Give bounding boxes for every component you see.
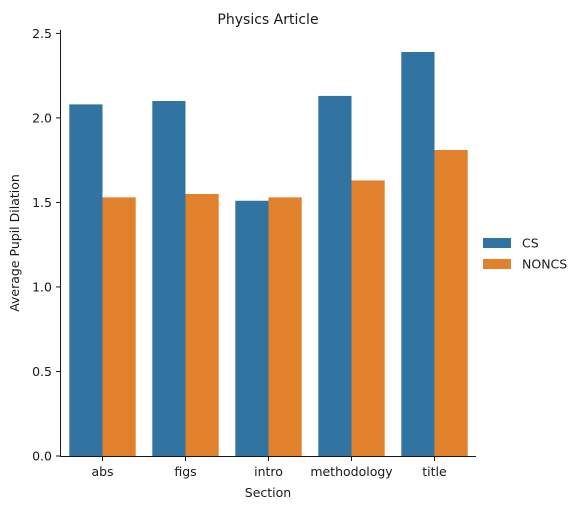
x-tick-label: intro xyxy=(254,464,283,479)
bar-noncs-figs xyxy=(185,193,219,456)
y-tick-label: 1.5 xyxy=(32,195,52,210)
bar-cs-methodology xyxy=(318,95,352,456)
legend-swatch-cs xyxy=(483,238,511,248)
y-tick-label: 2.0 xyxy=(32,110,52,125)
legend-label-cs: CS xyxy=(522,236,539,251)
legend: CS NONCS xyxy=(483,236,567,272)
y-axis-label: Average Pupil Dilation xyxy=(7,174,22,312)
bar-cs-title xyxy=(401,51,435,456)
bar-noncs-title xyxy=(434,150,468,456)
y-tick-label: 0.0 xyxy=(32,449,52,464)
bar-cs-figs xyxy=(152,101,186,456)
plot-area xyxy=(69,51,468,456)
x-tick-label: methodology xyxy=(310,464,393,479)
y-tick-label: 1.0 xyxy=(32,279,52,294)
legend-swatch-noncs xyxy=(483,259,511,269)
x-tick-label: figs xyxy=(174,464,196,479)
y-tick-label: 2.5 xyxy=(32,26,52,41)
bar-noncs-methodology xyxy=(351,180,385,456)
y-tick-label: 0.5 xyxy=(32,364,52,379)
bar-noncs-abs xyxy=(102,197,136,456)
x-tick-label: title xyxy=(422,464,447,479)
chart-title: Physics Article xyxy=(217,12,318,28)
bar-noncs-intro xyxy=(268,197,302,456)
x-axis-ticks: abs figs intro methodology title xyxy=(91,456,447,479)
x-axis-label: Section xyxy=(245,485,291,500)
x-tick-label: abs xyxy=(91,464,113,479)
legend-label-noncs: NONCS xyxy=(522,257,567,272)
y-axis-ticks: 0.0 0.5 1.0 1.5 2.0 2.5 xyxy=(32,26,61,464)
bar-cs-abs xyxy=(69,104,103,456)
bar-cs-intro xyxy=(235,200,269,456)
